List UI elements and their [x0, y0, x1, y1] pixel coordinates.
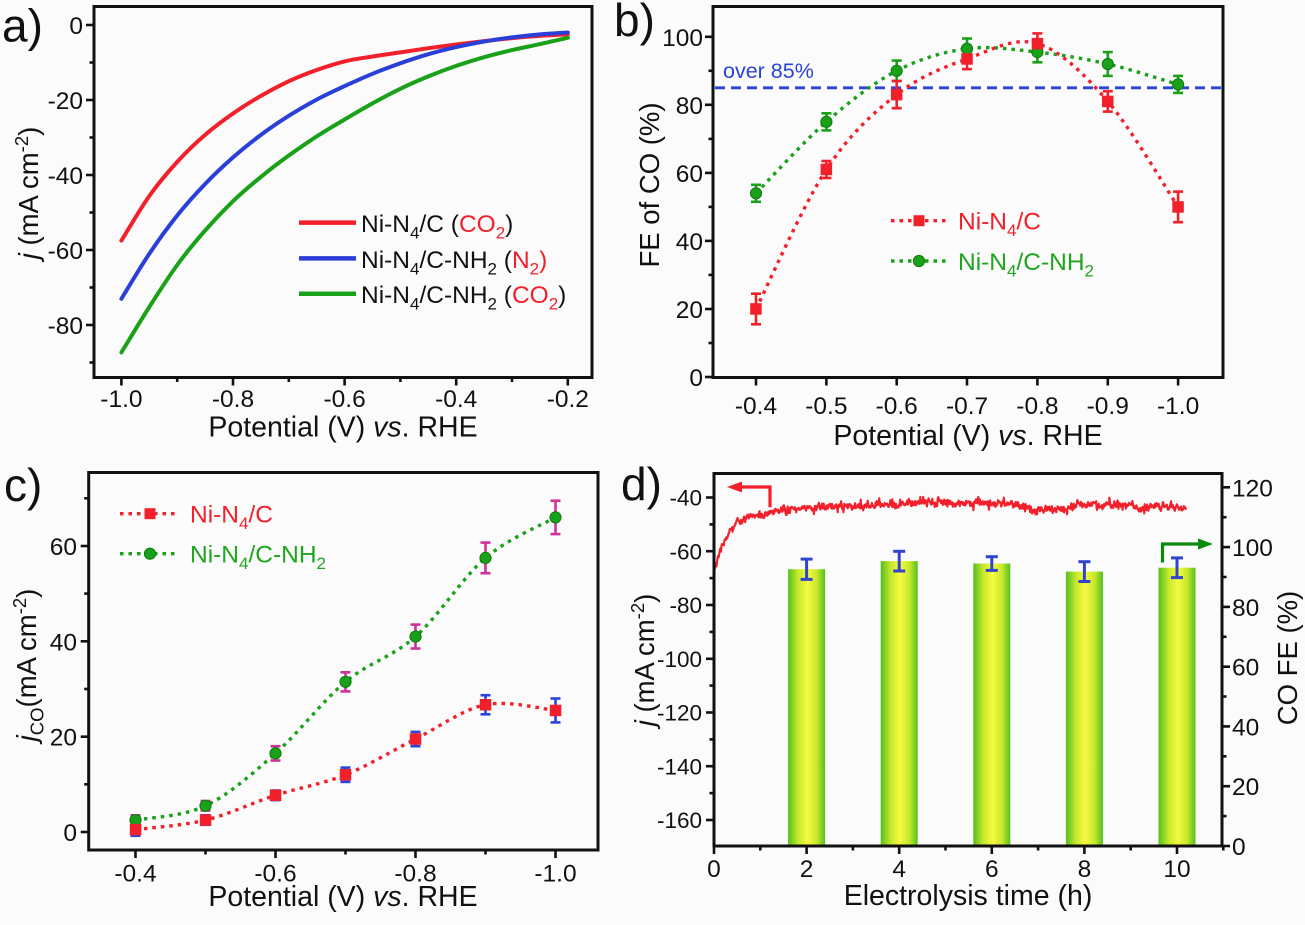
svg-text:b): b) [614, 0, 655, 46]
svg-text:Potential (V) vs. RHE: Potential (V) vs. RHE [833, 420, 1102, 452]
svg-text:20: 20 [50, 725, 77, 752]
svg-text:80: 80 [676, 93, 703, 120]
svg-text:-1.0: -1.0 [534, 861, 576, 888]
svg-text:-1.0: -1.0 [1157, 393, 1199, 420]
svg-text:-0.2: -0.2 [547, 386, 589, 413]
svg-text:-120: -120 [657, 701, 702, 726]
svg-text:Ni-N4​/C-NH2​: Ni-N4​/C-NH2​ [190, 542, 326, 574]
svg-text:Electrolysis time (h): Electrolysis time (h) [844, 880, 1093, 912]
svg-text:8: 8 [1078, 856, 1092, 883]
svg-text:Potential (V) vs. RHE: Potential (V) vs. RHE [208, 412, 477, 444]
svg-text:-80: -80 [48, 313, 83, 340]
svg-text:20: 20 [1232, 774, 1259, 801]
svg-text:0: 0 [69, 13, 83, 40]
svg-text:Ni-N4​/C-NH2​: Ni-N4​/C-NH2​ [958, 249, 1094, 281]
svg-text:jCO​(mA cm-2​): jCO​(mA cm-2​) [9, 589, 48, 746]
svg-text:4: 4 [892, 856, 906, 883]
svg-text:40: 40 [676, 229, 703, 256]
svg-text:-60: -60 [48, 238, 83, 265]
svg-text:Ni-N4​/C (CO2​): Ni-N4​/C (CO2​) [361, 211, 513, 243]
svg-text:0: 0 [1232, 834, 1246, 861]
svg-text:over 85%: over 85% [723, 59, 814, 83]
svg-text:-0.6: -0.6 [876, 393, 918, 420]
svg-text:-0.4: -0.4 [735, 393, 777, 420]
svg-text:20: 20 [676, 297, 703, 324]
svg-text:-140: -140 [657, 754, 702, 779]
svg-text:6: 6 [985, 856, 999, 883]
svg-text:60: 60 [50, 534, 77, 561]
svg-text:-80: -80 [669, 593, 702, 618]
svg-text:2: 2 [800, 856, 814, 883]
svg-text:d): d) [621, 458, 662, 510]
svg-text:-0.4: -0.4 [114, 861, 156, 888]
svg-text:-0.8: -0.8 [212, 386, 254, 413]
svg-text:-0.4: -0.4 [435, 386, 477, 413]
svg-text:Ni-N4​/C: Ni-N4​/C [190, 502, 273, 534]
svg-text:-40: -40 [48, 163, 83, 190]
svg-text:c): c) [4, 459, 42, 511]
svg-text:-0.7: -0.7 [946, 393, 988, 420]
svg-text:60: 60 [1232, 655, 1259, 682]
svg-text:-0.6: -0.6 [323, 386, 365, 413]
svg-text:Ni-N4​/C-NH2​ (CO2​): Ni-N4​/C-NH2​ (CO2​) [361, 282, 566, 314]
svg-text:-100: -100 [657, 647, 702, 672]
svg-text:60: 60 [676, 161, 703, 188]
svg-text:Ni-N4​/C-NH2​ (N2​): Ni-N4​/C-NH2​ (N2​) [361, 247, 547, 279]
svg-text:Potential (V) vs. RHE: Potential (V) vs. RHE [208, 881, 477, 913]
svg-text:a): a) [2, 0, 43, 52]
svg-text:-1.0: -1.0 [100, 386, 142, 413]
svg-text:0: 0 [63, 820, 77, 847]
svg-text:100: 100 [1232, 535, 1273, 562]
svg-text:40: 40 [50, 629, 77, 656]
svg-text:FE of CO (%): FE of CO (%) [634, 102, 665, 267]
svg-text:-0.8: -0.8 [1016, 393, 1058, 420]
svg-text:Ni-N4​/C: Ni-N4​/C [958, 209, 1041, 241]
svg-text:-0.5: -0.5 [805, 393, 847, 420]
svg-text:CO FE (%): CO FE (%) [1272, 591, 1303, 725]
svg-text:-60: -60 [669, 539, 702, 564]
svg-text:-20: -20 [48, 88, 83, 115]
svg-text:100: 100 [662, 25, 703, 52]
svg-text:80: 80 [1232, 595, 1259, 622]
svg-text:-40: -40 [669, 486, 702, 511]
svg-text:40: 40 [1232, 714, 1259, 741]
svg-text:-0.6: -0.6 [254, 861, 296, 888]
svg-text:10: 10 [1163, 856, 1190, 883]
svg-text:0: 0 [707, 856, 721, 883]
svg-text:-0.8: -0.8 [394, 861, 436, 888]
svg-text:-160: -160 [657, 808, 702, 833]
svg-text:0: 0 [689, 365, 703, 392]
svg-text:-0.9: -0.9 [1087, 393, 1129, 420]
svg-text:120: 120 [1232, 475, 1273, 502]
